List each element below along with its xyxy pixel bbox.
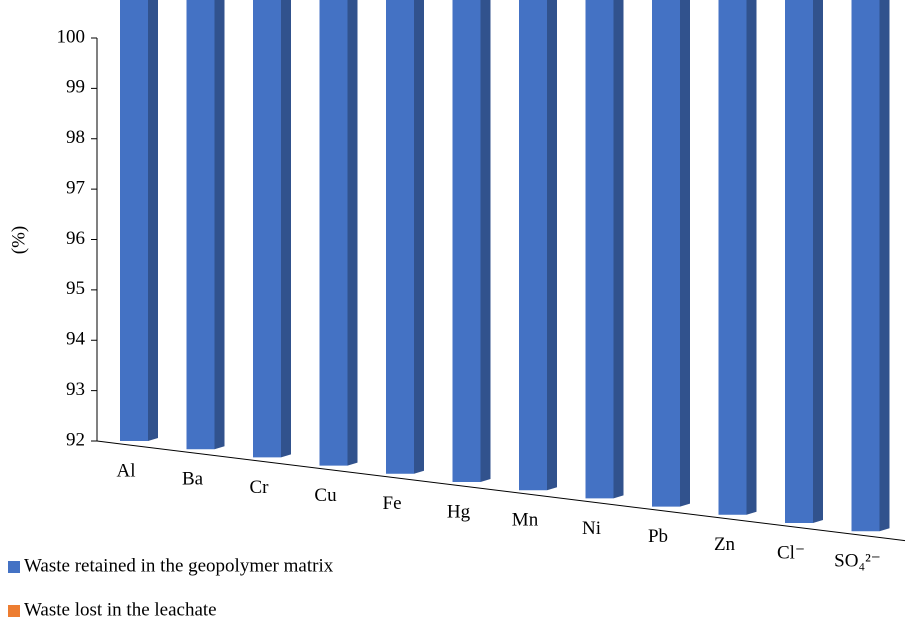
y-tick-label: 97	[66, 177, 85, 198]
bar	[519, 0, 547, 491]
y-tick-label: 98	[66, 127, 85, 148]
bar	[785, 0, 813, 523]
bar-side	[281, 0, 291, 458]
bar	[652, 0, 680, 507]
bar	[120, 0, 148, 441]
bar-side	[148, 0, 158, 441]
bar	[253, 0, 281, 458]
bar-side	[347, 0, 358, 466]
bar-side	[480, 0, 491, 482]
y-tick-label: 92	[66, 429, 85, 450]
x-tick-label: Al	[117, 460, 136, 481]
bar-side	[746, 0, 757, 515]
bar-side	[879, 0, 890, 532]
legend-label: Waste lost in the leachate	[24, 599, 217, 620]
x-tick-label: Cu	[314, 485, 337, 506]
x-tick-label: Cl⁻	[777, 542, 805, 563]
x-tick-label: Cr	[250, 477, 270, 498]
x-tick-label: Ni	[582, 518, 601, 539]
y-tick-label: 93	[66, 379, 85, 400]
bar	[386, 0, 414, 474]
bar-side	[214, 0, 225, 450]
y-tick-label: 95	[66, 278, 85, 299]
legend-swatch	[8, 605, 20, 617]
bar	[452, 0, 481, 482]
x-tick-label: Pb	[648, 526, 668, 547]
x-tick-label: Zn	[714, 534, 736, 555]
y-axis-label: (%)	[8, 226, 29, 254]
x-tick-label: Mn	[512, 510, 539, 531]
bar-side	[547, 0, 557, 491]
x-axis	[96, 440, 906, 542]
x-tick-label: Fe	[383, 493, 402, 514]
bar-side	[414, 0, 424, 474]
legend-swatch	[8, 561, 20, 573]
bar-side	[680, 0, 690, 507]
x-tick-label: Hg	[447, 501, 471, 522]
y-tick-label: 94	[66, 329, 86, 350]
y-tick-label: 100	[57, 26, 86, 47]
bar	[585, 0, 614, 499]
x-tick-label: Ba	[182, 469, 204, 490]
legend-label: Waste retained in the geopolymer matrix	[24, 555, 334, 576]
y-tick-label: 96	[66, 228, 85, 249]
bar	[186, 0, 215, 450]
bar	[718, 0, 747, 515]
bar	[319, 0, 348, 466]
y-tick-label: 99	[66, 77, 85, 98]
bar	[851, 0, 880, 532]
x-tick-label: SO₄²⁻	[834, 551, 881, 572]
bar-side	[813, 0, 823, 523]
bar-side	[613, 0, 624, 499]
